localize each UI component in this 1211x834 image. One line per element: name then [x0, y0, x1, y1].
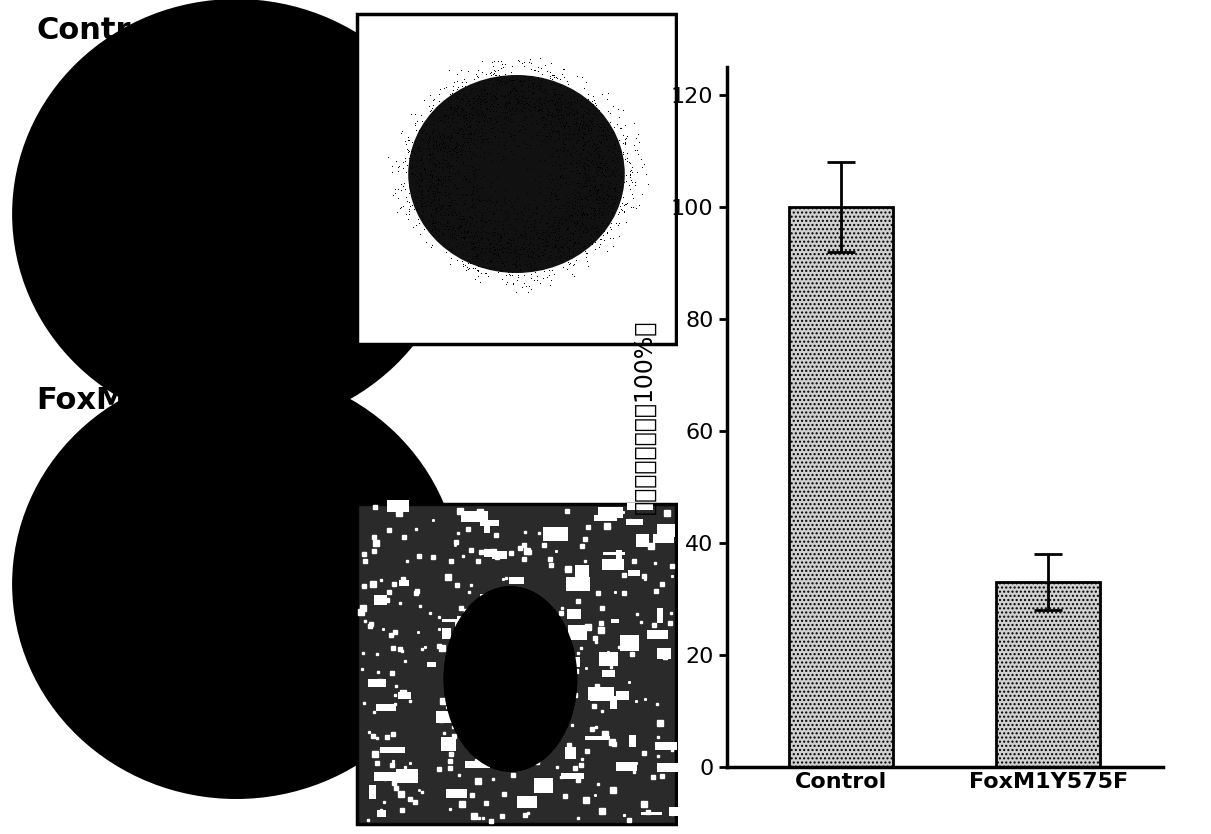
- Bar: [658, 762, 683, 772]
- Bar: [357, 504, 676, 824]
- Bar: [567, 609, 581, 619]
- Bar: [574, 565, 589, 580]
- Bar: [506, 589, 515, 601]
- Bar: [636, 535, 649, 546]
- Bar: [386, 500, 409, 512]
- Bar: [461, 510, 488, 522]
- Bar: [465, 761, 490, 768]
- Bar: [616, 762, 637, 771]
- Bar: [629, 735, 636, 747]
- Bar: [599, 652, 618, 666]
- Bar: [616, 691, 629, 700]
- Bar: [357, 14, 676, 344]
- Ellipse shape: [443, 586, 578, 771]
- Bar: [590, 693, 613, 701]
- Bar: [655, 742, 677, 751]
- Bar: [457, 615, 474, 629]
- Bar: [568, 625, 587, 641]
- Bar: [602, 559, 624, 570]
- Ellipse shape: [443, 586, 578, 771]
- Text: FoxM1Y575F: FoxM1Y575F: [36, 386, 254, 415]
- Bar: [455, 620, 471, 636]
- Bar: [374, 771, 398, 781]
- Bar: [656, 608, 664, 623]
- Ellipse shape: [12, 0, 460, 429]
- Bar: [641, 811, 662, 815]
- Bar: [626, 520, 643, 525]
- Bar: [380, 747, 406, 753]
- Bar: [398, 692, 412, 699]
- Bar: [374, 595, 388, 605]
- Bar: [446, 789, 467, 798]
- Bar: [442, 628, 450, 639]
- Bar: [368, 786, 377, 799]
- Bar: [629, 570, 639, 576]
- Bar: [368, 679, 386, 687]
- Bar: [481, 594, 501, 610]
- Bar: [492, 550, 507, 559]
- Bar: [610, 620, 620, 623]
- Bar: [436, 711, 463, 723]
- Bar: [653, 534, 675, 543]
- Bar: [442, 619, 465, 621]
- Bar: [572, 657, 580, 667]
- Bar: [598, 507, 622, 518]
- Bar: [603, 552, 625, 555]
- Bar: [544, 527, 568, 540]
- Bar: [564, 746, 575, 759]
- Bar: [426, 661, 436, 667]
- Bar: [668, 807, 678, 816]
- Bar: [658, 524, 675, 537]
- Bar: [647, 631, 668, 639]
- Bar: [566, 577, 590, 590]
- Bar: [377, 810, 386, 817]
- Bar: [377, 704, 396, 711]
- Bar: [562, 773, 584, 779]
- Bar: [616, 550, 622, 565]
- Bar: [400, 580, 409, 586]
- Bar: [593, 515, 616, 520]
- Bar: [480, 520, 499, 525]
- Bar: [517, 796, 538, 807]
- Bar: [602, 670, 615, 676]
- Bar: [474, 611, 499, 620]
- Y-axis label: 相对集落形成率（100%）: 相对集落形成率（100%）: [633, 319, 656, 515]
- Bar: [585, 736, 610, 741]
- Bar: [656, 647, 671, 659]
- Bar: [396, 769, 418, 783]
- Bar: [484, 550, 498, 557]
- Ellipse shape: [408, 75, 625, 273]
- Bar: [357, 504, 676, 824]
- Bar: [589, 686, 614, 700]
- Bar: [610, 696, 618, 709]
- Bar: [620, 636, 638, 651]
- Bar: [509, 577, 524, 584]
- Text: Control: Control: [36, 16, 162, 45]
- Ellipse shape: [12, 369, 460, 799]
- Bar: [997, 582, 1101, 767]
- Bar: [534, 777, 552, 793]
- Bar: [788, 207, 893, 767]
- Bar: [441, 737, 455, 751]
- Bar: [378, 598, 390, 603]
- Bar: [626, 503, 653, 510]
- Bar: [484, 520, 490, 533]
